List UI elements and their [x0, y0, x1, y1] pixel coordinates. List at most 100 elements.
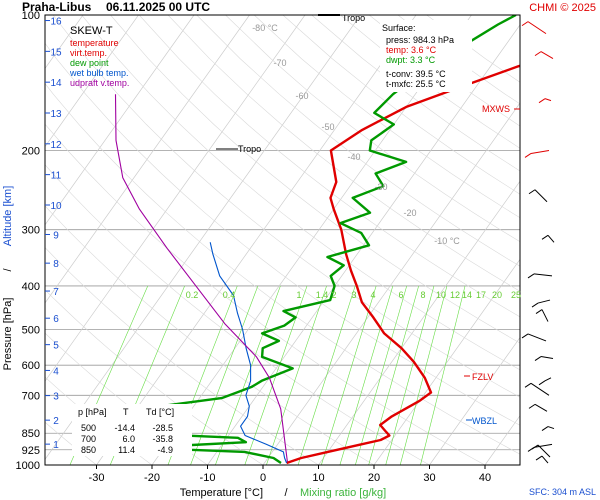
- level-table-bg: [72, 404, 192, 456]
- isotherm-line: [429, 336, 520, 465]
- isotherm-line: [45, 15, 195, 226]
- surface-tmxfc: t-mxfc: 25.5 °C: [386, 79, 446, 89]
- wind-barb-flag: [531, 302, 539, 308]
- altitude-tick-label: 2: [53, 416, 59, 427]
- mixing-ratio-label: 8: [420, 290, 425, 300]
- sounding-datetime: 06.11.2025 00 UTC: [106, 0, 210, 14]
- wind-barb: [528, 189, 548, 203]
- mixing-ratio-label: 10: [436, 290, 446, 300]
- wind-barb-shaft: [541, 455, 549, 464]
- table-cell-td: -4.9: [157, 445, 173, 455]
- pressure-tick-label: 200: [22, 145, 40, 157]
- mixing-ratio-line: [420, 285, 466, 465]
- pressure-tick-label: 600: [22, 360, 40, 372]
- pressure-tick-label: 300: [22, 225, 40, 237]
- dry-adiabat: [253, 15, 520, 219]
- wind-barb: [541, 234, 555, 243]
- x-axis-label: Temperature [°C]: [180, 487, 263, 499]
- wind-barb-shaft: [547, 426, 555, 430]
- altitude-tick-label: 12: [50, 140, 62, 151]
- altitude-tick-label: 7: [53, 287, 59, 298]
- isotherm-label: -50: [321, 122, 334, 132]
- pressure-tick-label: 100: [22, 10, 40, 22]
- wind-barb-flag: [521, 21, 529, 27]
- wind-barb: [531, 299, 551, 308]
- tropopause-markers: Tropo Tropo: [216, 13, 365, 154]
- mixing-ratio-line: [339, 285, 394, 465]
- wind-barb-flag: [534, 51, 542, 57]
- mixing-ratio-label: 3: [351, 290, 356, 300]
- mixing-ratio-label: 1.4: [316, 290, 329, 300]
- mixing-ratio-line: [321, 285, 377, 465]
- mixing-ratio-label: 12: [450, 290, 460, 300]
- legend-virt-temp: virt.temp.: [70, 48, 107, 58]
- wind-barb-flag: [521, 333, 529, 339]
- wind-barb-shaft: [540, 356, 554, 360]
- isotherm-line: [373, 258, 520, 465]
- x-tick-label: 30: [423, 472, 435, 484]
- wind-barb: [527, 273, 553, 279]
- series-wet-bulb-temp-line: [209, 242, 288, 464]
- table-header-t: T: [123, 407, 129, 417]
- table-cell-t: -14.4: [114, 423, 135, 433]
- wind-barb-flag: [528, 189, 536, 195]
- wind-barb: [521, 333, 547, 342]
- legend-dew-point: dew point: [70, 58, 109, 68]
- pressure-tick-label: 925: [22, 445, 40, 457]
- dry-adiabat: [110, 15, 520, 344]
- mixing-ratio-label: 4: [370, 290, 375, 300]
- altitude-tick-label: 10: [50, 201, 62, 212]
- wind-barb-flag: [534, 356, 542, 361]
- credit-label: CHMI © 2025: [529, 2, 596, 14]
- isotherm-label: -30: [374, 182, 387, 192]
- x-tick-label: -30: [89, 472, 105, 484]
- table-cell-td: -28.5: [152, 423, 173, 433]
- wind-barb-flag: [538, 98, 546, 104]
- x-tick-label: 0: [260, 472, 266, 484]
- mixing-ratio-line: [368, 285, 419, 465]
- mixing-ratio-label: 2: [331, 290, 336, 300]
- mixing-ratio-label: 1: [296, 290, 301, 300]
- mxws-label: MXWS: [482, 104, 510, 114]
- isotherm-line: [207, 24, 520, 465]
- wind-barb-flag: [541, 234, 549, 240]
- wind-barb-flag: [527, 273, 535, 279]
- wind-barb: [535, 309, 549, 322]
- altitude-tick-label: 9: [53, 230, 59, 241]
- fzlv-label: FZLV: [472, 372, 493, 382]
- mixing-ratio-label: 0.2: [186, 290, 199, 300]
- altitude-tick-label: 13: [50, 109, 62, 120]
- isotherm-label: -70: [273, 58, 286, 68]
- surface-dwpt: dwpt: 3.3 °C: [386, 55, 436, 65]
- wind-barb-flag: [528, 403, 536, 409]
- x-axis-separator: /: [284, 487, 288, 499]
- surface-tconv: t-conv: 39.5 °C: [386, 69, 446, 79]
- wind-barb-shaft: [527, 21, 547, 35]
- dry-adiabat: [45, 123, 486, 465]
- tropo-label: Tropo: [342, 13, 365, 23]
- dry-adiabat: [45, 83, 520, 455]
- surface-box: Surface: press: 984.3 hPa temp: 3.6 °C d…: [380, 20, 472, 92]
- mixing-ratio-label: 20: [492, 290, 502, 300]
- altitude-tick-label: 8: [53, 259, 59, 270]
- wind-barb: [541, 426, 555, 432]
- wind-barb: [534, 51, 554, 60]
- surface-temp: temp: 3.6 °C: [386, 45, 437, 55]
- wind-barb: [534, 356, 554, 361]
- table-cell-td: -35.8: [152, 434, 173, 444]
- mixing-ratio-label: 14: [462, 290, 472, 300]
- mixing-ratio-label: 25: [511, 290, 521, 300]
- x-axis-label-2: Mixing ratio [g/kg]: [300, 487, 386, 499]
- wind-barb-shaft: [541, 309, 549, 322]
- table-cell-p: 700: [81, 434, 96, 444]
- mixing-ratio-label: 0.4: [223, 290, 236, 300]
- mixing-ratio-label: 17: [476, 290, 486, 300]
- isotherm-label: -40: [347, 152, 360, 162]
- wind-barb-shaft: [530, 382, 550, 396]
- dry-adiabat: [167, 15, 520, 292]
- table-cell-t: 6.0: [122, 434, 135, 444]
- wind-barb-shaft: [533, 443, 553, 448]
- x-tick-label: -10: [200, 472, 216, 484]
